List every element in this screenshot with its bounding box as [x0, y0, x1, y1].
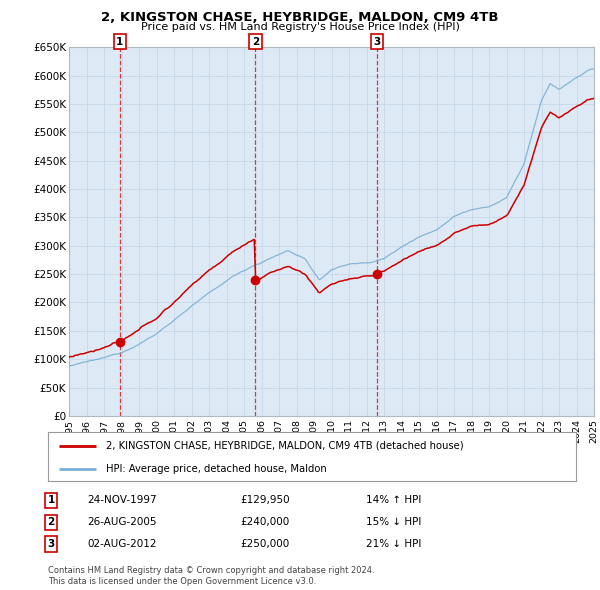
Text: 15% ↓ HPI: 15% ↓ HPI — [366, 517, 421, 527]
Text: 2, KINGSTON CHASE, HEYBRIDGE, MALDON, CM9 4TB: 2, KINGSTON CHASE, HEYBRIDGE, MALDON, CM… — [101, 11, 499, 24]
Text: £250,000: £250,000 — [240, 539, 289, 549]
Text: 21% ↓ HPI: 21% ↓ HPI — [366, 539, 421, 549]
Text: £240,000: £240,000 — [240, 517, 289, 527]
Text: Contains HM Land Registry data © Crown copyright and database right 2024.: Contains HM Land Registry data © Crown c… — [48, 566, 374, 575]
Text: HPI: Average price, detached house, Maldon: HPI: Average price, detached house, Mald… — [106, 464, 327, 474]
Text: 3: 3 — [373, 37, 380, 47]
Text: 26-AUG-2005: 26-AUG-2005 — [87, 517, 157, 527]
Text: 3: 3 — [47, 539, 55, 549]
Text: 2, KINGSTON CHASE, HEYBRIDGE, MALDON, CM9 4TB (detached house): 2, KINGSTON CHASE, HEYBRIDGE, MALDON, CM… — [106, 441, 464, 451]
Text: This data is licensed under the Open Government Licence v3.0.: This data is licensed under the Open Gov… — [48, 577, 316, 586]
Text: 2: 2 — [252, 37, 259, 47]
Text: 24-NOV-1997: 24-NOV-1997 — [87, 496, 157, 505]
Text: £129,950: £129,950 — [240, 496, 290, 505]
Text: Price paid vs. HM Land Registry's House Price Index (HPI): Price paid vs. HM Land Registry's House … — [140, 22, 460, 32]
Text: 2: 2 — [47, 517, 55, 527]
Text: 02-AUG-2012: 02-AUG-2012 — [87, 539, 157, 549]
Text: 1: 1 — [47, 496, 55, 505]
Text: 14% ↑ HPI: 14% ↑ HPI — [366, 496, 421, 505]
Text: 1: 1 — [116, 37, 124, 47]
